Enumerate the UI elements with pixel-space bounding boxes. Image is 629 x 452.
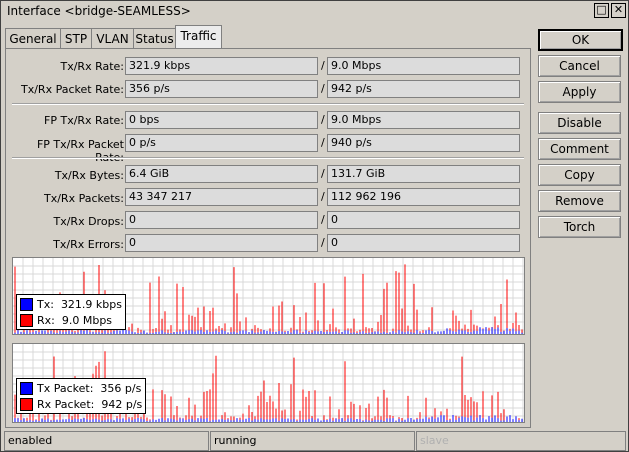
divider <box>12 157 524 159</box>
remove-button[interactable]: Remove <box>538 190 621 212</box>
separator-slash: / <box>321 113 325 126</box>
tab-stp[interactable]: STP <box>60 28 92 49</box>
label-txrx-rate: Tx/Rx Rate: <box>6 60 124 73</box>
legend-tx-packet-label: Tx Packet: <box>37 382 93 395</box>
window-title: Interface <bridge-SEAMLESS> <box>7 4 191 18</box>
field-fp-tx-packet-rate: 0 p/s <box>125 134 318 152</box>
tab-general[interactable]: General <box>5 28 61 49</box>
cancel-button[interactable]: Cancel <box>538 55 621 77</box>
ok-button[interactable]: OK <box>538 29 623 51</box>
field-fp-rx-rate: 9.0 Mbps <box>327 111 520 129</box>
label-txrx-packet-rate: Tx/Rx Packet Rate: <box>6 83 124 96</box>
comment-button[interactable]: Comment <box>538 138 621 160</box>
traffic-panel: Tx/Rx Rate: 321.9 kbps / 9.0 Mbps Tx/Rx … <box>5 48 531 428</box>
traffic-rate-legend: Tx: 321.9 kbps Rx: 9.0 Mbps <box>16 294 126 330</box>
separator-slash: / <box>321 236 325 249</box>
tx-color-swatch <box>20 298 33 311</box>
separator-slash: / <box>321 190 325 203</box>
rx-color-swatch <box>20 398 33 411</box>
copy-button[interactable]: Copy <box>538 164 621 186</box>
legend-rx-label: Rx: <box>37 314 55 327</box>
tab-status[interactable]: Status <box>133 28 176 49</box>
field-rx-bytes: 131.7 GiB <box>327 165 520 183</box>
tab-traffic[interactable]: Traffic <box>175 25 222 50</box>
field-fp-tx-rate: 0 bps <box>125 111 318 129</box>
separator-slash: / <box>321 213 325 226</box>
title-bar[interactable]: Interface <bridge-SEAMLESS> □ ✕ <box>1 1 628 21</box>
legend-tx-value: 321.9 kbps <box>61 298 122 311</box>
legend-tx-label: Tx: <box>37 298 54 311</box>
separator-slash: / <box>321 136 325 149</box>
separator-slash: / <box>321 82 325 95</box>
apply-button[interactable]: Apply <box>538 81 621 103</box>
field-tx-packets: 43 347 217 <box>125 188 318 206</box>
rx-color-swatch <box>20 314 33 327</box>
legend-rx-packet-row: Rx Packet: 942 p/s <box>20 396 142 412</box>
legend-tx-row: Tx: 321.9 kbps <box>20 296 122 312</box>
field-tx-rate: 321.9 kbps <box>125 57 318 75</box>
legend-rx-row: Rx: 9.0 Mbps <box>20 312 122 328</box>
status-running: running <box>210 431 415 451</box>
disable-button[interactable]: Disable <box>538 112 621 134</box>
field-tx-bytes: 6.4 GiB <box>125 165 318 183</box>
legend-rx-packet-label: Rx Packet: <box>37 398 94 411</box>
legend-tx-packet-value: 356 p/s <box>100 382 141 395</box>
field-rx-drops: 0 <box>327 211 520 229</box>
packet-rate-legend: Tx Packet: 356 p/s Rx Packet: 942 p/s <box>16 378 146 414</box>
tab-bar: General STP VLAN Status Traffic <box>5 25 525 49</box>
field-rx-packets: 112 962 196 <box>327 188 520 206</box>
separator-slash: / <box>321 167 325 180</box>
field-tx-packet-rate: 356 p/s <box>125 80 318 98</box>
label-txrx-drops: Tx/Rx Drops: <box>6 215 124 228</box>
torch-button[interactable]: Torch <box>538 216 621 238</box>
traffic-rate-graph: Tx: 321.9 kbps Rx: 9.0 Mbps <box>12 257 525 335</box>
label-txrx-packets: Tx/Rx Packets: <box>6 192 124 205</box>
legend-rx-packet-value: 942 p/s <box>101 398 142 411</box>
field-tx-errors: 0 <box>125 234 318 252</box>
field-rx-errors: 0 <box>327 234 520 252</box>
status-slave: slave <box>416 431 626 451</box>
legend-tx-packet-row: Tx Packet: 356 p/s <box>20 380 142 396</box>
field-rx-packet-rate: 942 p/s <box>327 80 520 98</box>
label-fp-txrx-packet-rate: FP Tx/Rx Packet Rate: <box>6 138 124 164</box>
divider <box>12 103 524 105</box>
tx-color-swatch <box>20 382 33 395</box>
field-tx-drops: 0 <box>125 211 318 229</box>
status-enabled: enabled <box>4 431 209 451</box>
restore-button[interactable]: □ <box>594 3 609 18</box>
label-fp-txrx-rate: FP Tx/Rx Rate: <box>6 114 124 127</box>
field-fp-rx-packet-rate: 940 p/s <box>327 134 520 152</box>
tab-vlan[interactable]: VLAN <box>91 28 134 49</box>
legend-rx-value: 9.0 Mbps <box>62 314 112 327</box>
separator-slash: / <box>321 59 325 72</box>
label-txrx-errors: Tx/Rx Errors: <box>6 238 124 251</box>
field-rx-rate: 9.0 Mbps <box>327 57 520 75</box>
close-button[interactable]: ✕ <box>611 3 626 18</box>
packet-rate-graph: Tx Packet: 356 p/s Rx Packet: 942 p/s <box>12 343 525 423</box>
label-txrx-bytes: Tx/Rx Bytes: <box>6 169 124 182</box>
